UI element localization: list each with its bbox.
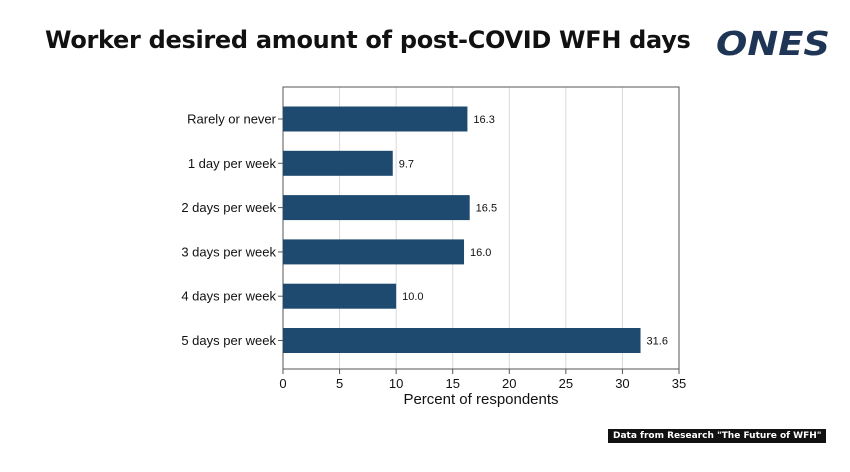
ones-logo: ONES bbox=[716, 26, 830, 60]
x-tick-label: 5 bbox=[336, 376, 343, 391]
category-label: 1 day per week bbox=[188, 156, 277, 171]
category-label: 3 days per week bbox=[181, 244, 276, 259]
data-label: 16.3 bbox=[473, 114, 494, 126]
category-label: 4 days per week bbox=[181, 289, 276, 304]
x-tick-label: 15 bbox=[445, 376, 459, 391]
bar bbox=[283, 283, 397, 309]
bar bbox=[283, 150, 393, 176]
bar bbox=[283, 195, 470, 221]
x-tick-label: 35 bbox=[672, 376, 686, 391]
category-labels: Rarely or never 1 day per week 2 days per … bbox=[181, 112, 283, 348]
category-label: 2 days per week bbox=[181, 200, 276, 215]
data-labels: 16.3 9.7 16.5 16.0 10.0 31.6 bbox=[399, 114, 668, 348]
bars bbox=[283, 106, 641, 353]
x-tick-label: 20 bbox=[502, 376, 516, 391]
category-label: 5 days per week bbox=[181, 333, 276, 348]
bar bbox=[283, 106, 468, 132]
data-label: 16.5 bbox=[476, 203, 497, 215]
chart-title: Worker desired amount of post-COVID WFH … bbox=[45, 26, 691, 54]
data-label: 10.0 bbox=[402, 291, 423, 303]
x-axis-title: Percent of respondents bbox=[403, 391, 558, 408]
x-tick-label: 30 bbox=[615, 376, 629, 391]
x-tick-label: 10 bbox=[389, 376, 403, 391]
data-label: 9.7 bbox=[399, 158, 414, 170]
x-ticks: 0 5 10 15 20 25 30 35 bbox=[279, 369, 686, 391]
logo-text: ONES bbox=[716, 26, 830, 60]
x-tick-label: 0 bbox=[279, 376, 286, 391]
plot-area bbox=[282, 86, 680, 370]
bar bbox=[283, 328, 641, 353]
grid-lines bbox=[339, 87, 623, 369]
data-label: 16.0 bbox=[470, 247, 491, 259]
x-tick-label: 25 bbox=[559, 376, 573, 391]
category-label: Rarely or never bbox=[187, 112, 277, 127]
source-note: Data from Research "The Future of WFH" bbox=[608, 429, 827, 443]
bar bbox=[283, 239, 465, 265]
data-label: 31.6 bbox=[647, 336, 668, 348]
